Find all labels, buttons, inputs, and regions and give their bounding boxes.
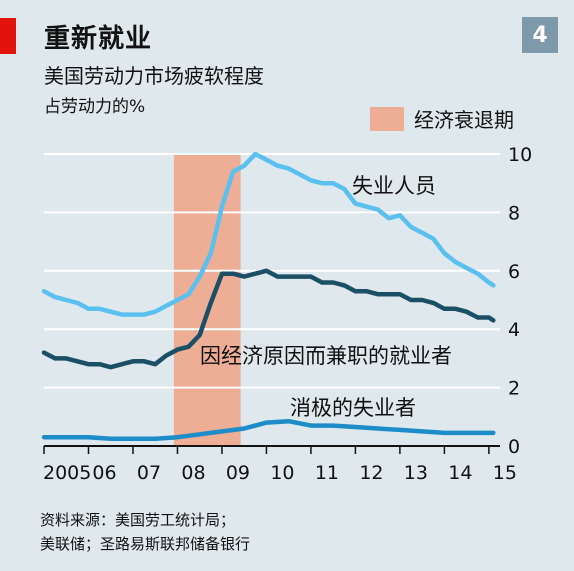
- x-tick-label-14: 14: [448, 462, 472, 484]
- legend: 经济衰退期: [370, 104, 514, 133]
- x-tick-label-08: 08: [181, 462, 205, 484]
- chart-number-badge: 4: [522, 17, 558, 53]
- series-line-discouraged: [41, 418, 496, 441]
- chart-title: 重新就业: [44, 24, 153, 54]
- source-line-1: 资料来源：美国劳工统计局；: [40, 511, 236, 529]
- series-line-part-time: [41, 268, 496, 370]
- x-tick-label-10: 10: [270, 462, 294, 484]
- y-tick-label-8: 8: [508, 202, 520, 224]
- x-tick-label-06: 06: [92, 462, 116, 484]
- series-label-discouraged: 消极的失业者: [290, 396, 416, 420]
- y-tick-label-0: 0: [508, 436, 520, 458]
- red-tag-marker: [0, 18, 16, 54]
- x-tick-label-09: 09: [226, 462, 250, 484]
- recession-swatch: [370, 106, 404, 131]
- x-tick-label-12: 12: [359, 462, 383, 484]
- x-tick-label-15: 15: [493, 462, 517, 484]
- series-label-unemployed: 失业人员: [352, 174, 436, 198]
- recession-legend-label: 经济衰退期: [414, 108, 514, 132]
- unit-label: 占劳动力的%: [44, 97, 146, 117]
- y-tick-label-4: 4: [508, 319, 520, 341]
- source-note: 资料来源：美国劳工统计局； 美联储；圣路易斯联邦储备银行: [40, 508, 250, 556]
- y-tick-label-2: 2: [508, 378, 520, 400]
- x-tick-label-11: 11: [315, 462, 339, 484]
- series-line-unemployed: [41, 151, 496, 317]
- y-tick-label-6: 6: [508, 261, 520, 283]
- y-tick-label-10: 10: [508, 144, 532, 166]
- x-tick-label-13: 13: [404, 462, 428, 484]
- series-label-part-time: 因经济原因而兼职的就业者: [200, 344, 452, 368]
- x-tick-label-2005: 2005: [43, 462, 91, 484]
- source-line-2: 美联储；圣路易斯联邦储备银行: [40, 535, 251, 553]
- chart-subtitle: 美国劳动力市场疲软程度: [44, 64, 264, 88]
- recession-band: [173, 154, 241, 446]
- x-tick-label-07: 07: [137, 462, 161, 484]
